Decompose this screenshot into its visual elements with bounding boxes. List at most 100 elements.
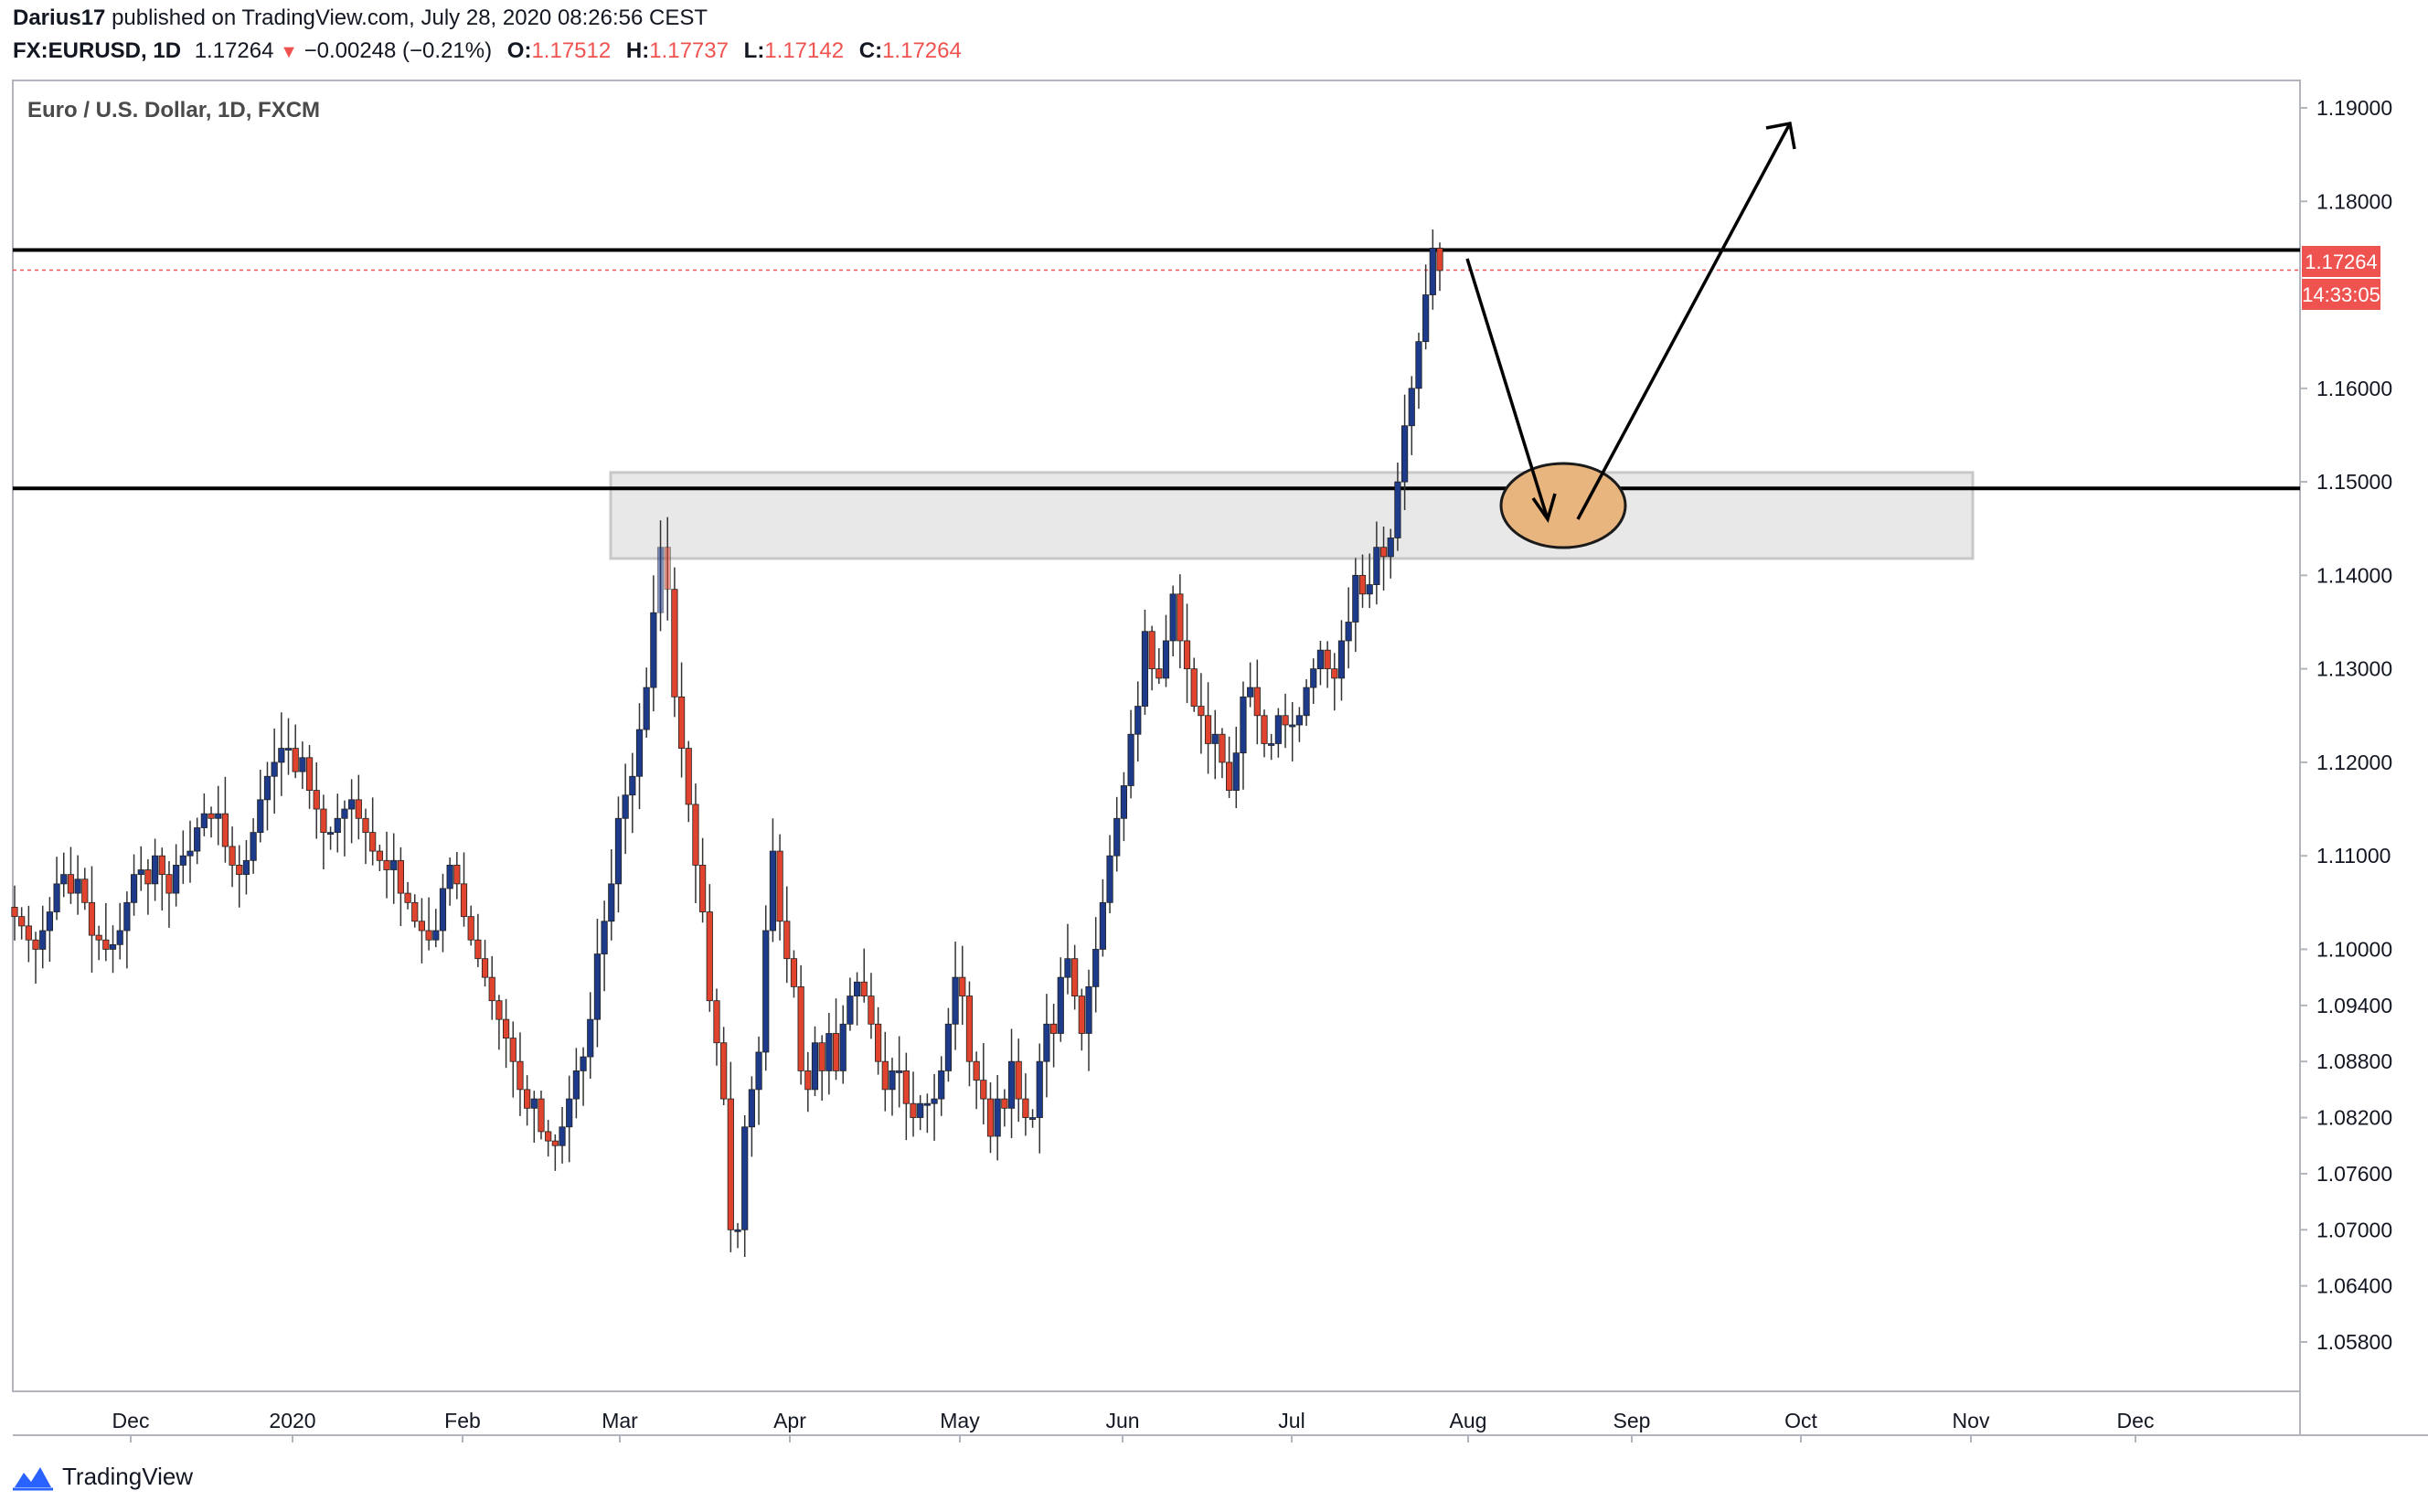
candle-body	[313, 790, 320, 810]
candle-body	[453, 865, 461, 885]
y-tick-label: 1.15000	[2316, 470, 2392, 494]
candle-body	[200, 813, 208, 828]
candle-body	[516, 1060, 524, 1091]
x-tick-label: Feb	[444, 1409, 481, 1432]
candle-body	[284, 748, 293, 751]
x-tick-label: Apr	[773, 1409, 806, 1432]
candle-body	[236, 865, 243, 876]
candle-body	[397, 859, 404, 894]
candle-body	[439, 888, 447, 932]
candle-body	[1071, 958, 1079, 996]
candle-body	[390, 859, 398, 870]
low-label: L:	[743, 38, 765, 63]
candle-body	[1232, 752, 1240, 791]
candle-body	[1177, 593, 1184, 642]
y-tick-label: 1.14000	[2316, 563, 2392, 587]
candle-body	[524, 1089, 531, 1109]
candle-body	[776, 850, 783, 922]
x-tick-label: 2020	[269, 1409, 315, 1432]
candle-body	[587, 1018, 594, 1058]
up-arrow-line	[1576, 122, 1792, 520]
candle-body	[137, 869, 144, 876]
candle-body	[868, 996, 875, 1025]
candle-body	[404, 892, 411, 903]
candle-body	[74, 878, 81, 894]
candle-body	[713, 1000, 720, 1044]
candle-body	[818, 1042, 825, 1071]
candle-body	[593, 953, 602, 1020]
candle-body	[1240, 696, 1247, 754]
candle-body	[1358, 574, 1367, 595]
candle-body	[1204, 715, 1212, 744]
candle-body	[706, 911, 713, 1002]
author[interactable]: Darius17	[13, 5, 106, 30]
candle-body	[326, 832, 335, 836]
candle-body	[1015, 1060, 1022, 1100]
candle-body	[551, 1140, 559, 1146]
candle-body	[699, 865, 707, 912]
published-text: published on TradingView.com, July 28, 2…	[112, 5, 708, 30]
tradingview-logo[interactable]: TradingView	[11, 1463, 193, 1491]
candle-body	[1429, 248, 1436, 295]
y-tick-label: 1.09400	[2316, 994, 2392, 1017]
candle-body	[1169, 593, 1177, 642]
candle-body	[748, 1089, 755, 1128]
candle-body	[965, 996, 974, 1062]
candle-body	[1120, 785, 1128, 819]
candle-body	[242, 859, 250, 876]
candle-body	[173, 865, 180, 894]
y-tick-label: 1.18000	[2316, 189, 2392, 213]
resistance-zone	[609, 471, 1975, 560]
candle-body	[11, 907, 18, 918]
candle-body	[1415, 341, 1422, 389]
candle-body	[664, 547, 671, 591]
candle-body	[804, 1070, 812, 1091]
candle-body	[720, 1042, 728, 1100]
y-tick-label: 1.05800	[2316, 1330, 2392, 1354]
candle-body	[1190, 668, 1198, 707]
candle-body	[832, 1033, 840, 1071]
candle-body	[1366, 584, 1373, 595]
candle-body	[123, 901, 131, 932]
y-tick-label: 1.16000	[2316, 377, 2392, 400]
candle-body	[495, 1000, 503, 1020]
x-tick-label: Jul	[1278, 1409, 1305, 1432]
candle-body	[179, 855, 186, 866]
candle-body	[376, 850, 383, 861]
candle-body	[1295, 715, 1304, 726]
candle-body	[629, 775, 636, 796]
candle-body	[811, 1042, 819, 1091]
candle-body	[1134, 706, 1142, 735]
ohlc-bar: FX:EURUSD, 1D 1.17264 ▼ −0.00248 (−0.21%…	[13, 38, 962, 64]
down-arrow-line	[1465, 258, 1549, 520]
down-arrow-head	[1531, 493, 1557, 524]
candle-body	[32, 939, 39, 950]
candle-body	[1219, 733, 1226, 763]
candle-body	[1106, 855, 1113, 903]
price-badge: 1.17264	[2305, 250, 2378, 273]
candle-body	[944, 1023, 953, 1071]
symbol: FX:EURUSD, 1D	[13, 38, 182, 63]
candle-body	[488, 976, 495, 1002]
candle-body	[572, 1070, 580, 1100]
candle-body	[931, 1098, 938, 1104]
target-ellipse	[1499, 462, 1627, 549]
candle-body	[1337, 640, 1346, 679]
candle-body	[18, 916, 26, 927]
candle-body	[467, 916, 474, 941]
candle-body	[411, 901, 419, 922]
candle-body	[1113, 817, 1121, 857]
candle-body	[727, 1098, 734, 1230]
y-tick-label: 1.08200	[2316, 1106, 2392, 1130]
candle-body	[755, 1051, 762, 1091]
candle-body	[1155, 668, 1163, 679]
brand-name: TradingView	[62, 1463, 194, 1490]
candle-body	[1316, 649, 1325, 670]
close-value: 1.17264	[882, 38, 962, 63]
candle-body	[1148, 631, 1155, 670]
candle-body	[881, 1060, 889, 1091]
y-tick-label: 1.11000	[2316, 844, 2391, 868]
candle-body	[102, 939, 110, 950]
candle-body	[1379, 547, 1388, 558]
